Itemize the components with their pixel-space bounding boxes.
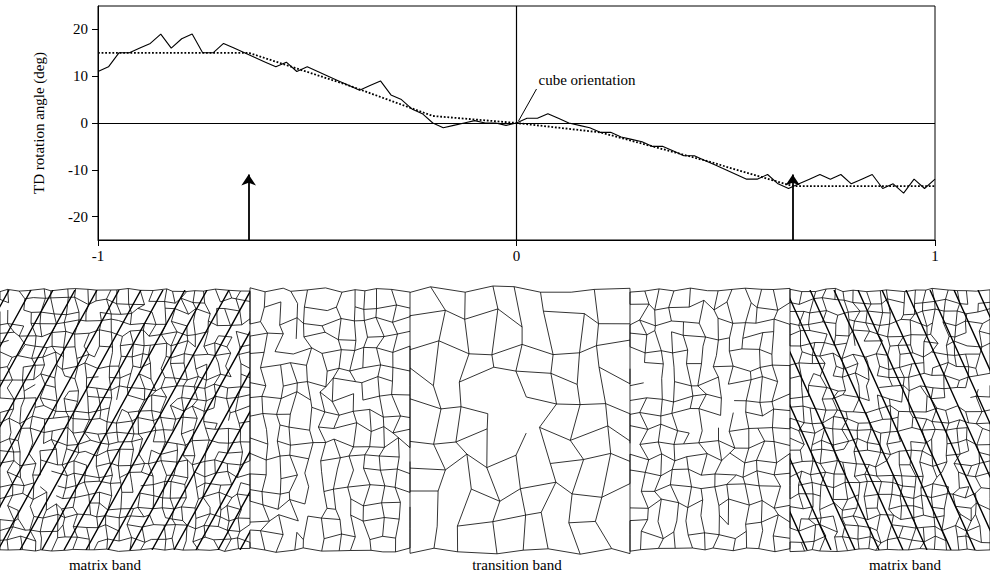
svg-text:0: 0 bbox=[513, 248, 521, 264]
svg-text:20: 20 bbox=[73, 21, 88, 37]
svg-text:matrix band: matrix band bbox=[69, 557, 142, 573]
svg-text:-10: -10 bbox=[68, 162, 88, 178]
svg-text:matrix band: matrix band bbox=[869, 557, 942, 573]
svg-text:TD rotation angle (deg): TD rotation angle (deg) bbox=[31, 52, 48, 194]
svg-text:-1: -1 bbox=[92, 248, 105, 264]
svg-text:-20: -20 bbox=[68, 209, 88, 225]
svg-text:cube orientation: cube orientation bbox=[539, 72, 637, 88]
svg-text:transition band: transition band bbox=[472, 557, 562, 573]
svg-text:1: 1 bbox=[931, 248, 939, 264]
svg-text:0: 0 bbox=[81, 115, 89, 131]
svg-text:10: 10 bbox=[73, 68, 88, 84]
